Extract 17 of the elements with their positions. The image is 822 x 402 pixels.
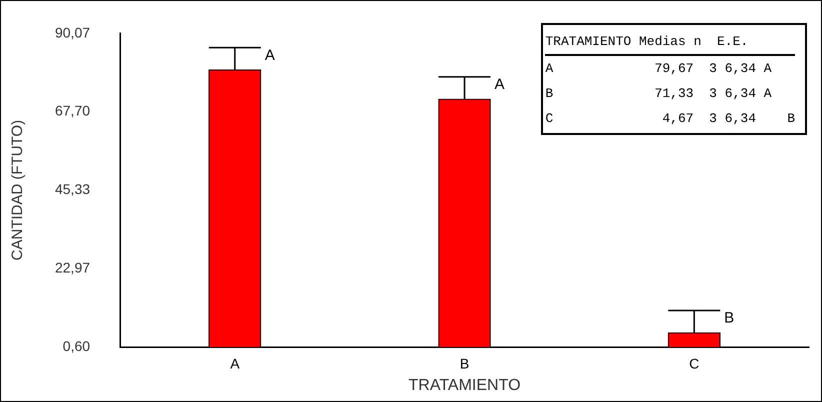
annotation: A 79,67 3 6,34 A bbox=[545, 60, 773, 78]
x-tick-label: C bbox=[689, 355, 700, 372]
annotation: A bbox=[264, 46, 275, 64]
annotation: B 71,33 3 6,34 A bbox=[545, 85, 773, 103]
x-tick-label: B bbox=[460, 355, 470, 372]
annotation: B bbox=[724, 310, 734, 327]
y-tick-label: 90,07 bbox=[54, 24, 90, 40]
annotation: A bbox=[494, 76, 505, 94]
annotation: TRATAMIENTO Medias n E.E. bbox=[545, 29, 795, 56]
y-tick-label: 22,97 bbox=[54, 259, 90, 276]
y-tick-label: 45,33 bbox=[54, 181, 90, 198]
y-axis-title: CANTIDAD (FTUTO) bbox=[9, 120, 26, 260]
y-tick-label: 67,70 bbox=[54, 102, 90, 119]
y-tick-label: 0,60 bbox=[62, 338, 90, 354]
x-tick-label: A bbox=[230, 355, 240, 372]
annotation: C 4,67 3 6,34 B bbox=[545, 110, 795, 128]
x-axis-title: TRATAMIENTO bbox=[408, 376, 521, 394]
